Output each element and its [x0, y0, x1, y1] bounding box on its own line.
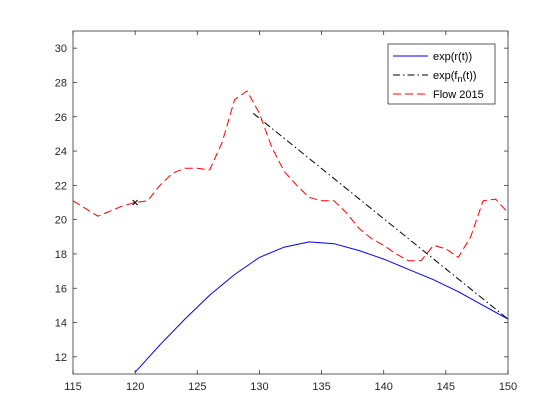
x-tick-label: 120 [126, 381, 144, 393]
y-tick-label: 14 [55, 318, 67, 330]
x-tick-label: 115 [64, 381, 82, 393]
series-line-2 [252, 112, 509, 320]
x-tick-label: 125 [188, 381, 206, 393]
x-axis-ticks: 115 120 125 130 135 140 145 150 [64, 31, 517, 393]
y-axis-ticks: 12 14 16 18 20 22 24 26 28 30 [55, 43, 508, 364]
marker-layer [132, 199, 138, 206]
x-marker [132, 199, 138, 206]
series-layer [72, 90, 509, 373]
y-tick-label: 28 [55, 77, 67, 89]
y-tick-label: 20 [55, 215, 67, 227]
series-line-3 [72, 90, 509, 262]
series-line-1 [134, 241, 509, 373]
axes-box [72, 30, 509, 375]
y-tick-label: 18 [55, 249, 67, 261]
x-tick-label: 150 [499, 381, 517, 393]
y-tick-label: 24 [55, 146, 67, 158]
y-tick-label: 16 [55, 283, 67, 295]
x-tick-label: 145 [437, 381, 455, 393]
legend: exp(r(t)) exp(fn(t)) Flow 2015 [387, 43, 496, 105]
y-tick-label: 30 [55, 43, 67, 55]
y-tick-label: 12 [55, 352, 67, 364]
legend-label-3: Flow 2015 [433, 89, 484, 101]
legend-label-2: exp(fn(t)) [433, 70, 477, 84]
y-tick-label: 22 [55, 180, 67, 192]
legend-label-1: exp(r(t)) [433, 51, 472, 63]
y-tick-label: 26 [55, 112, 67, 124]
x-tick-label: 130 [250, 381, 268, 393]
x-tick-label: 140 [375, 381, 393, 393]
x-tick-label: 135 [312, 381, 330, 393]
